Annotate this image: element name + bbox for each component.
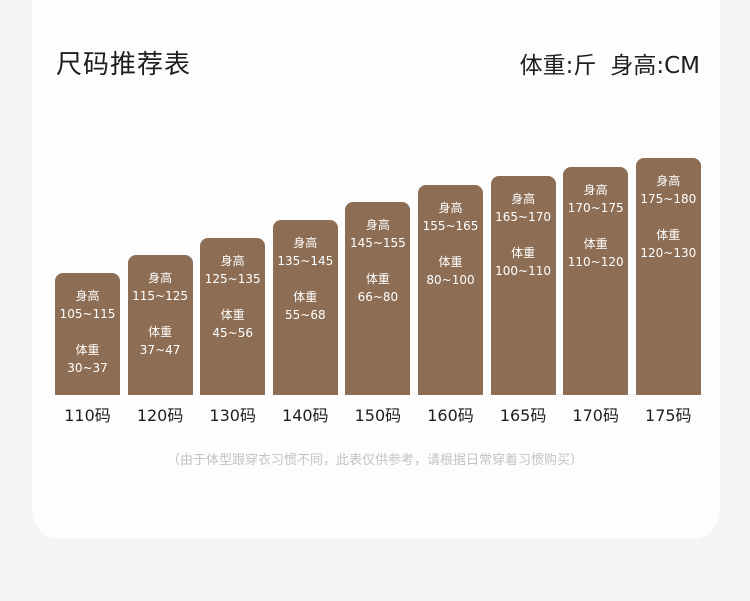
height-label: 身高 [656,174,681,188]
size-label: 140码 [282,406,329,425]
size-label: 165码 [499,406,547,425]
weight-range: 55~68 [285,307,326,322]
size-label: 175码 [645,406,692,425]
height-label: 身高 [365,218,390,233]
height-label: 身高 [583,182,608,197]
size-bar: 身高 165~170 体重 100~110 [490,175,556,395]
weight-label: 体重 [75,343,100,357]
height-range: 115~125 [132,289,189,304]
size-label: 170码 [572,406,619,425]
height-label: 身高 [293,235,318,250]
weight-range: 30~37 [67,361,108,375]
size-bar: 身高 105~115 体重 30~37 [55,273,120,395]
size-label: 110码 [64,406,111,425]
weight-unit: 体重:斤 [519,53,597,79]
height-range: 135~145 [277,253,334,268]
weight-range: 110~120 [567,254,624,269]
size-bar: 身高 175~180 体重 120~130 [635,158,701,395]
weight-range: 37~47 [139,343,181,358]
height-range: 165~170 [495,209,552,224]
height-range: 155~165 [422,218,479,233]
weight-range: 100~110 [495,263,552,278]
size-bar: 身高 170~175 体重 110~120 [563,166,629,395]
height-label: 身高 [75,289,100,303]
size-label: 130码 [209,406,256,425]
size-label: 160码 [427,406,474,425]
height-label: 身高 [511,191,536,206]
height-unit: 身高:CM [610,53,700,79]
size-bar: 身高 135~145 体重 55~68 [272,219,338,395]
weight-label: 体重 [293,289,318,304]
height-range: 170~175 [567,200,624,215]
weight-label: 体重 [583,236,608,251]
height-range: 125~135 [204,271,261,286]
weight-range: 120~130 [640,246,697,260]
weight-range: 80~100 [426,272,475,287]
height-label: 身高 [148,271,173,286]
height-label: 身高 [438,200,463,215]
units-legend: 体重:斤 身高:CM [520,46,700,80]
height-range: 145~155 [349,236,406,251]
weight-range: 45~56 [212,325,253,340]
weight-label: 体重 [438,254,463,269]
height-label: 身高 [220,253,245,268]
page-title: 尺码推荐表 [56,50,192,80]
height-range: 105~115 [59,307,116,321]
size-label: 150码 [354,406,402,425]
weight-label: 体重 [656,228,681,242]
weight-range: 66~80 [357,290,399,305]
weight-label: 体重 [365,272,390,287]
size-bar: 身高 115~125 体重 37~47 [127,255,193,395]
size-bar: 身高 155~165 体重 80~100 [418,184,483,395]
weight-label: 体重 [220,307,245,322]
weight-label: 体重 [148,325,173,340]
size-bar: 身高 145~155 体重 66~80 [345,202,411,395]
size-label: 120码 [136,406,184,425]
weight-label: 体重 [511,245,536,260]
height-range: 175~180 [640,192,697,206]
disclaimer-note: （由于体型跟穿衣习惯不同，此表仅供参考，请根据日常穿着习惯购买） [166,453,583,468]
size-bar: 身高 125~135 体重 45~56 [200,237,266,395]
